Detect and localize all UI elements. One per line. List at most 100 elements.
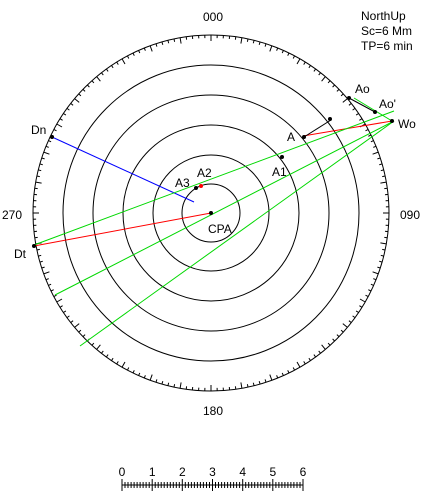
range-ring-3: [122, 124, 300, 302]
bearing-tick: [35, 181, 42, 184]
bearing-tick: [39, 163, 43, 166]
label-ao: Ao: [355, 82, 370, 96]
scale-bar-label: 4: [239, 465, 246, 479]
bearing-tick: [332, 84, 335, 88]
bearing-tick: [368, 289, 372, 292]
bearing-tick: [78, 329, 82, 333]
bearing-tick: [342, 323, 348, 328]
bearing-tick: [365, 128, 369, 132]
label-a: A: [287, 130, 295, 144]
bearing-tick: [258, 381, 261, 385]
bearing-tick: [370, 140, 374, 143]
bearing-tick: [116, 361, 119, 365]
bearing-tick: [101, 72, 104, 76]
bearing-tick: [173, 38, 176, 42]
bearing-tick: [132, 52, 135, 56]
bearing-tick: [318, 72, 321, 76]
bearing-tick: [380, 181, 387, 184]
bearing-tick: [380, 169, 384, 172]
range-ring-2: [152, 154, 270, 272]
relative-motion-line-short: [353, 97, 393, 122]
bearing-tick: [382, 175, 386, 178]
bearing-ticks: [33, 35, 389, 391]
label-wo: Wo: [398, 117, 416, 131]
bearing-tick: [111, 357, 114, 361]
bearing-tick: [348, 320, 352, 323]
bearing-tick: [377, 157, 381, 160]
point-dt-marker: [32, 244, 36, 248]
bearing-tick: [111, 65, 114, 69]
bearing-tick: [321, 344, 326, 350]
bearing-tick: [59, 118, 63, 121]
label-dt: Dt: [14, 247, 27, 261]
point-a1-marker: [280, 155, 284, 159]
bearing-tick: [167, 382, 170, 386]
connector-ao-aoprime: [348, 97, 376, 113]
bearing-tick: [296, 58, 301, 65]
bearing-tick: [269, 45, 273, 52]
bearing-tick: [116, 61, 119, 65]
bearing-tick: [36, 248, 40, 251]
range-ring-1: [181, 183, 241, 243]
point-a2-marker: [199, 184, 203, 188]
bearing-tick: [365, 294, 369, 298]
range-ring-5: [62, 64, 360, 362]
bearing-tick: [121, 361, 126, 368]
bearing-tick: [269, 374, 273, 381]
label-a2: A2: [197, 166, 212, 180]
bearing-tick: [355, 113, 359, 116]
bearing-tick: [252, 382, 255, 386]
bearing-tick: [292, 367, 296, 371]
bearing-tick: [50, 289, 54, 292]
bearing-tick: [105, 68, 109, 72]
bearing-tick: [308, 65, 311, 69]
point-ao-marker: [347, 96, 351, 100]
bearing-tick: [380, 254, 384, 257]
relative-motion-line-main: [33, 110, 395, 246]
point-a-marker: [302, 135, 306, 139]
time-period-readout: TP=6 min: [361, 39, 413, 53]
scale-bar-label: 2: [179, 465, 186, 479]
bearing-tick: [240, 37, 243, 44]
bearing-tick: [43, 271, 50, 275]
bearing-tick: [82, 89, 86, 92]
bearing-tick: [105, 354, 109, 358]
bearing-tick: [287, 52, 290, 56]
bearing-tick: [292, 55, 296, 59]
bearing-tick: [173, 384, 176, 388]
bearing-tick: [336, 334, 340, 337]
bearing-tick: [379, 163, 383, 166]
bearing-tick: [327, 342, 331, 346]
orientation-mode: NorthUp: [361, 9, 406, 23]
bearing-tick: [43, 151, 50, 155]
bearing-tick: [149, 374, 153, 381]
bearing-tick: [74, 98, 80, 103]
bearing-tick: [45, 145, 49, 148]
bearing-tick: [258, 41, 261, 45]
label-a1: A1: [272, 165, 287, 179]
point-cpa-marker: [209, 211, 213, 215]
bearing-tick: [340, 329, 344, 333]
bearing-tick: [264, 379, 267, 383]
point-ao-prime-marker: [373, 110, 377, 114]
bearing-tick: [87, 84, 90, 88]
bearing-tick: [70, 103, 74, 106]
bearing-tick: [340, 93, 344, 97]
bearing-tick: [179, 37, 182, 44]
plot-info: NorthUp Sc=6 Mm TP=6 min: [361, 9, 413, 54]
bearing-tick: [82, 334, 86, 337]
bearing-tick: [318, 350, 321, 354]
bearing-tick: [74, 323, 80, 328]
bearing-tick: [296, 361, 301, 368]
bearing-label-east: 090: [400, 208, 420, 222]
scale-bar-label: 3: [209, 465, 216, 479]
bearing-tick: [352, 315, 356, 319]
bearing-tick: [70, 320, 74, 323]
bearing-tick: [313, 354, 317, 358]
scale-bar-label: 6: [300, 465, 307, 479]
bearing-tick: [276, 375, 279, 379]
bearing-tick: [126, 55, 130, 59]
bearing-tick: [155, 43, 158, 47]
bearing-tick: [332, 338, 335, 342]
